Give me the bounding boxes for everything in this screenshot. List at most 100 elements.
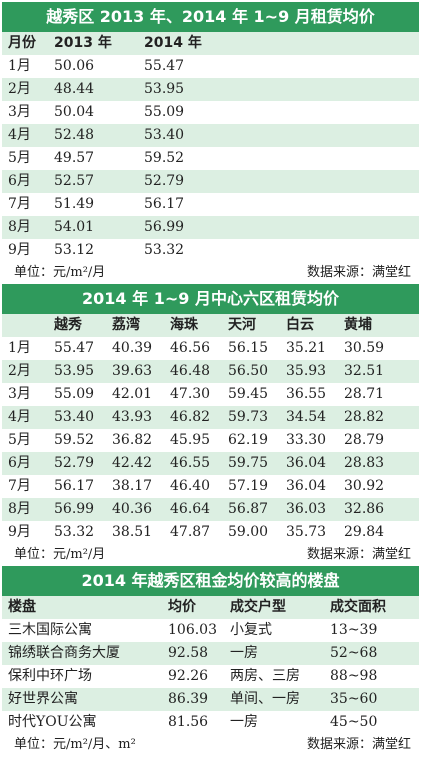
table-row: 锦绣联合商务大厦 92.58 一房 52~68 <box>2 642 419 665</box>
value-cell: 45.95 <box>170 432 211 448</box>
value-cell: 47.87 <box>170 524 211 540</box>
value-cell: 两房、三房 <box>230 668 300 684</box>
row-label: 2月 <box>8 363 31 379</box>
value-cell: 单间、一房 <box>230 691 300 707</box>
value-cell: 36.04 <box>286 455 327 471</box>
value-cell: 59.73 <box>228 409 269 425</box>
row-label: 2月 <box>8 81 31 97</box>
value-cell: 56.99 <box>54 501 95 517</box>
header-cell: 均价 <box>168 599 196 615</box>
header-cell: 月份 <box>8 35 36 51</box>
unit-note: 单位：元/m²/月 <box>14 265 106 280</box>
header-spacer <box>2 314 48 337</box>
value-cell: 46.55 <box>170 455 211 471</box>
row-label: 6月 <box>8 173 31 189</box>
value-cell: 53.40 <box>54 409 95 425</box>
source-note: 数据来源：满堂红 <box>306 737 411 752</box>
value-cell: 一房 <box>230 645 258 661</box>
table-footer: 单位：元/m²/月、m² 数据来源：满堂红 <box>2 734 419 756</box>
value-cell: 52~68 <box>330 645 378 661</box>
table-row: 3月 55.09 42.01 47.30 59.45 36.55 28.71 <box>2 383 419 406</box>
table-title: 越秀区 2013 年、2014 年 1~9 月租赁均价 <box>2 2 419 32</box>
value-cell: 59.00 <box>228 524 269 540</box>
table-row: 4月 53.40 43.93 46.82 59.73 34.54 28.82 <box>2 406 419 429</box>
value-cell: 32.51 <box>344 363 385 379</box>
table-row: 三木国际公寓 106.03 小复式 13~39 <box>2 619 419 642</box>
value-cell: 42.01 <box>112 386 153 402</box>
row-label: 6月 <box>8 455 31 471</box>
value-cell: 53.32 <box>144 242 185 258</box>
value-cell: 86.39 <box>168 691 209 707</box>
value-cell: 53.40 <box>144 127 185 143</box>
table-row: 6月 52.57 52.79 <box>2 170 419 193</box>
value-cell: 55.09 <box>144 104 185 120</box>
header-cell: 荔湾 <box>112 317 140 333</box>
value-cell: 50.04 <box>54 104 95 120</box>
table-row: 时代YOU公寓 81.56 一房 45~50 <box>2 711 419 734</box>
unit-note: 单位：元/m²/月 <box>14 547 106 562</box>
table-row: 1月 50.06 55.47 <box>2 55 419 78</box>
table-row: 5月 49.57 59.52 <box>2 147 419 170</box>
row-label: 1月 <box>8 340 31 356</box>
row-label: 9月 <box>8 242 31 258</box>
value-cell: 56.17 <box>144 196 185 212</box>
value-cell: 56.15 <box>228 340 269 356</box>
table-row: 9月 53.12 53.32 <box>2 239 419 262</box>
source-note: 数据来源：满堂红 <box>306 547 411 562</box>
row-label: 7月 <box>8 478 31 494</box>
table-row: 2月 53.95 39.63 46.48 56.50 35.93 32.51 <box>2 360 419 383</box>
value-cell: 59.52 <box>54 432 95 448</box>
value-cell: 52.79 <box>54 455 95 471</box>
value-cell: 一房 <box>230 714 258 730</box>
table-row: 6月 52.79 42.42 46.55 59.75 36.04 28.83 <box>2 452 419 475</box>
value-cell: 35.21 <box>286 340 327 356</box>
value-cell: 38.17 <box>112 478 153 494</box>
header-cell: 海珠 <box>170 317 198 333</box>
value-cell: 13~39 <box>330 622 378 638</box>
value-cell: 30.59 <box>344 340 385 356</box>
row-label: 三木国际公寓 <box>8 622 92 638</box>
row-label: 7月 <box>8 196 31 212</box>
row-label: 保利中环广场 <box>8 668 92 684</box>
value-cell: 81.56 <box>168 714 209 730</box>
value-cell: 52.48 <box>54 127 95 143</box>
value-cell: 小复式 <box>230 622 272 638</box>
value-cell: 47.30 <box>170 386 211 402</box>
value-cell: 45~50 <box>330 714 378 730</box>
value-cell: 40.36 <box>112 501 153 517</box>
value-cell: 36.04 <box>286 478 327 494</box>
value-cell: 42.42 <box>112 455 153 471</box>
table-title: 2014 年越秀区租金均价较高的楼盘 <box>2 566 419 596</box>
row-label: 3月 <box>8 104 31 120</box>
value-cell: 29.84 <box>344 524 385 540</box>
value-cell: 46.40 <box>170 478 211 494</box>
table-row: 5月 59.52 36.82 45.95 62.19 33.30 28.79 <box>2 429 419 452</box>
value-cell: 32.86 <box>344 501 385 517</box>
value-cell: 46.56 <box>170 340 211 356</box>
value-cell: 40.39 <box>112 340 153 356</box>
value-cell: 106.03 <box>168 622 217 638</box>
row-label: 9月 <box>8 524 31 540</box>
value-cell: 46.64 <box>170 501 211 517</box>
row-label: 时代YOU公寓 <box>8 714 97 730</box>
value-cell: 46.48 <box>170 363 211 379</box>
value-cell: 28.82 <box>344 409 385 425</box>
value-cell: 56.99 <box>144 219 185 235</box>
value-cell: 28.71 <box>344 386 385 402</box>
row-label: 锦绣联合商务大厦 <box>8 645 120 661</box>
header-row: 越秀 荔湾 海珠 天河 白云 黄埔 <box>2 314 419 337</box>
value-cell: 92.26 <box>168 668 209 684</box>
header-cell: 天河 <box>228 317 256 333</box>
value-cell: 55.47 <box>54 340 95 356</box>
header-cell: 白云 <box>286 317 314 333</box>
value-cell: 36.55 <box>286 386 327 402</box>
value-cell: 62.19 <box>228 432 269 448</box>
row-label: 3月 <box>8 386 31 402</box>
table-row: 9月 53.32 38.51 47.87 59.00 35.73 29.84 <box>2 521 419 544</box>
header-row: 楼盘 均价 成交户型 成交面积 <box>2 596 419 619</box>
value-cell: 53.12 <box>54 242 95 258</box>
value-cell: 52.57 <box>54 173 95 189</box>
value-cell: 53.32 <box>54 524 95 540</box>
table-row: 8月 56.99 40.36 46.64 56.87 36.03 32.86 <box>2 498 419 521</box>
value-cell: 55.47 <box>144 58 185 74</box>
